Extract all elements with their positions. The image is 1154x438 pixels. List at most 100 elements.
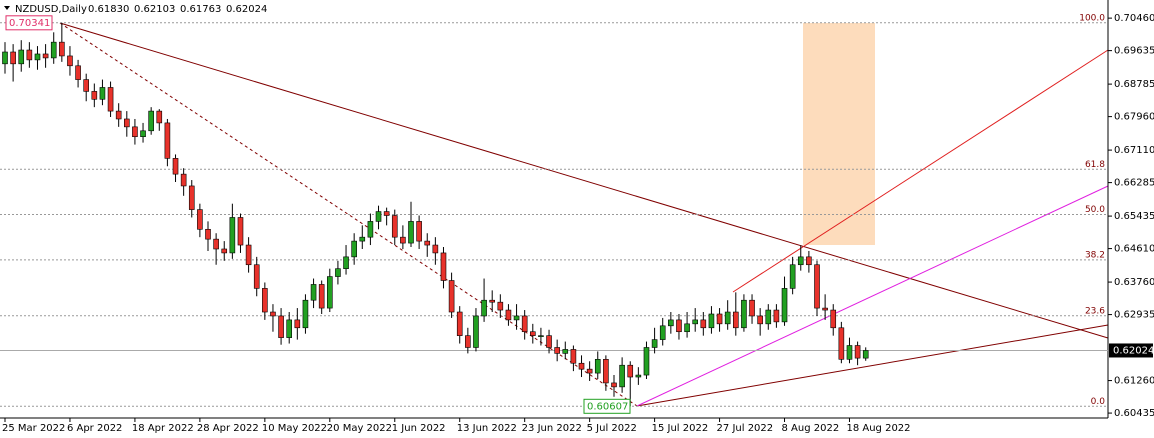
x-tick-label: 5 Jul 2022 [587, 423, 637, 434]
current-price-label: 0.62024 [1113, 345, 1154, 356]
candle-body [700, 319, 707, 329]
candle-body [335, 268, 341, 277]
x-tick-label: 18 Aug 2022 [846, 423, 910, 434]
candle-body [400, 236, 406, 244]
x-tick-label: 10 May 2022 [262, 423, 327, 434]
candle-body [562, 349, 569, 354]
candle-body [659, 325, 666, 340]
candle-body [408, 221, 414, 244]
candle-body [253, 264, 260, 289]
x-tick-label: 28 Apr 2022 [197, 423, 259, 434]
candle-body [326, 276, 333, 309]
candle-body [383, 211, 390, 216]
header-value: 0.61763 [180, 4, 221, 15]
y-tick-label: 0.67110 [1114, 145, 1154, 156]
y-tick-label: 0.68785 [1114, 79, 1154, 90]
candle-body [692, 319, 699, 325]
y-tick-label: 0.70460 [1114, 13, 1154, 24]
fib-label: 100.0 [1079, 13, 1105, 23]
candle-body [757, 315, 763, 325]
candle-body [684, 323, 690, 333]
candle-body [416, 221, 422, 242]
candle-body [749, 299, 755, 317]
candle-body [440, 252, 447, 281]
candle-body [578, 362, 585, 370]
candle-body [708, 313, 715, 329]
candle-body [456, 311, 463, 336]
candle-body [814, 264, 820, 309]
candle-body [343, 256, 349, 269]
candle-body [124, 118, 130, 128]
candle-body [359, 236, 366, 242]
candle-body [180, 173, 187, 187]
x-tick-label: 13 Jun 2022 [457, 423, 517, 434]
candle-body [229, 217, 236, 254]
candle-body [838, 327, 845, 360]
candle-body [197, 209, 203, 230]
channel-line [636, 185, 1109, 407]
y-tick-label: 0.64610 [1114, 244, 1154, 255]
candle-body [789, 264, 796, 289]
candle-body [586, 368, 593, 374]
header-icon [4, 6, 10, 10]
candle-body [10, 51, 16, 65]
candle-body [505, 309, 512, 321]
high-label-box [5, 15, 53, 31]
candle-body [619, 364, 625, 388]
x-tick-label: 6 Apr 2022 [67, 423, 122, 434]
candle-body [318, 284, 325, 309]
candle-body [107, 87, 114, 112]
candle-body [310, 284, 317, 301]
candle-body [481, 299, 487, 317]
candle-body [164, 122, 171, 159]
candle-body [741, 299, 747, 329]
y-tick-label: 0.69635 [1114, 46, 1154, 57]
candle-body [67, 55, 73, 67]
candle-body [611, 382, 617, 388]
layer: 0.61830 0.62103 0.61763 0.62024 0.70460 0.696… [0, 4, 1154, 434]
candle-body [172, 158, 179, 175]
x-tick-label: 20 May 2022 [327, 423, 392, 434]
candle-body [668, 319, 674, 327]
candle-body [473, 315, 479, 348]
candle-body [262, 288, 268, 313]
candle-body [391, 215, 398, 238]
trend-line [59, 22, 1109, 339]
candle-body [854, 345, 861, 359]
candle-body [424, 240, 431, 246]
target-zone [803, 23, 875, 245]
candle-body [732, 311, 739, 329]
fib-label: 61.8 [1085, 160, 1105, 170]
candle-body [221, 248, 228, 254]
y-tick-label: 0.63760 [1114, 277, 1154, 288]
candle-body [351, 240, 357, 258]
x-tick-label: 8 Aug 2022 [782, 423, 840, 434]
x-tick-label: 27 Jul 2022 [717, 423, 774, 434]
candle-body [245, 244, 252, 266]
candle-body [91, 91, 98, 100]
candle-body [716, 313, 723, 325]
y-tick-label: 0.62935 [1114, 310, 1154, 321]
candle-body [286, 319, 293, 338]
candle-body [781, 288, 788, 323]
y-tick-label: 0.65435 [1114, 211, 1154, 222]
candle-body [132, 126, 138, 138]
x-tick-label: 23 Jun 2022 [522, 423, 582, 434]
candle-body [765, 309, 772, 325]
x-tick-label: 18 Apr 2022 [132, 423, 194, 434]
y-tick-label: 0.66285 [1114, 178, 1154, 189]
low-label-box [583, 398, 631, 414]
candle-body [42, 53, 49, 59]
candle-body [140, 130, 146, 138]
x-tick-label: 15 Jul 2022 [652, 423, 709, 434]
channel-line [732, 49, 1109, 293]
candle-body [627, 364, 634, 378]
candle-body [773, 309, 780, 323]
y-tick-label: 0.60435 [1114, 408, 1154, 419]
current-price-box [1109, 343, 1153, 358]
candle-body [651, 339, 658, 348]
header-value: 0.61830 [88, 4, 129, 15]
candle-body [546, 335, 552, 348]
